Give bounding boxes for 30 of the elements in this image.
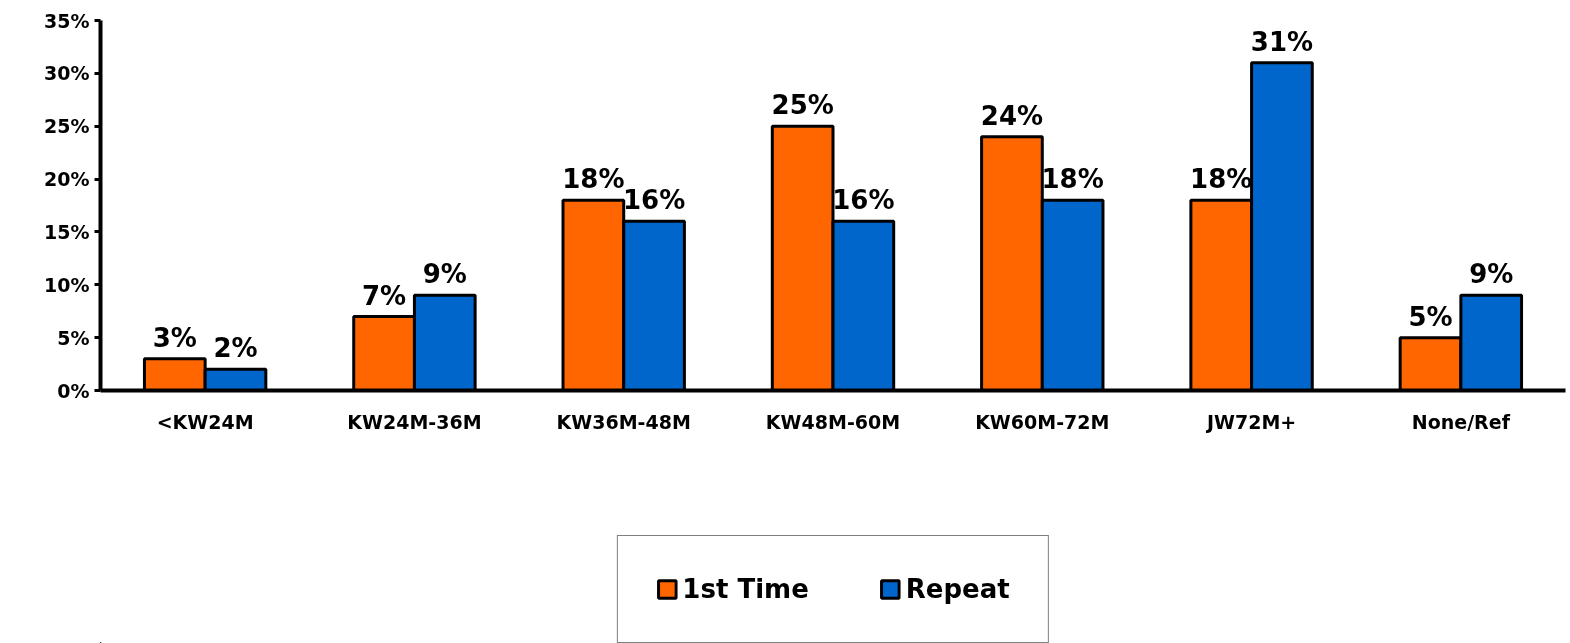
- data-label: 18%: [562, 164, 625, 195]
- x-tick-label: None/Ref: [1411, 410, 1511, 433]
- data-label: 9%: [422, 259, 467, 290]
- x-tick-label: KW48M-60M: [765, 410, 901, 433]
- y-tick-label: 35%: [44, 9, 90, 32]
- x-tick-label: KW36M-48M: [556, 410, 691, 433]
- data-label: 7%: [362, 280, 407, 311]
- y-tick-label: 20%: [44, 168, 90, 191]
- data-label: 31%: [1250, 26, 1314, 57]
- x-tick-label: KW60M-72M: [975, 410, 1110, 433]
- data-label: 16%: [832, 185, 895, 216]
- data-label: 2%: [213, 333, 258, 364]
- data-label: 16%: [622, 185, 686, 216]
- y-tick-label: 0%: [57, 379, 90, 402]
- y-tick-label: 10%: [44, 273, 90, 296]
- y-tick-label: 30%: [44, 62, 90, 85]
- x-tick-label: KW24M-36M: [347, 410, 482, 433]
- y-tick-label: 25%: [44, 115, 90, 138]
- data-label: 9%: [1469, 259, 1514, 290]
- data-label: 24%: [980, 100, 1044, 131]
- legend-label: Repeat: [905, 574, 1010, 604]
- data-label: 18%: [1041, 164, 1104, 195]
- data-label: 3%: [152, 322, 197, 353]
- data-label: 5%: [1408, 301, 1453, 332]
- legend-label: 1st Time: [682, 574, 809, 604]
- data-label: 25%: [771, 90, 834, 121]
- y-tick-label: 15%: [44, 220, 90, 243]
- y-tick-label: 5%: [57, 326, 90, 349]
- x-tick-label: JW72M+: [1204, 410, 1297, 433]
- x-tick-label: <KW24M: [156, 410, 254, 433]
